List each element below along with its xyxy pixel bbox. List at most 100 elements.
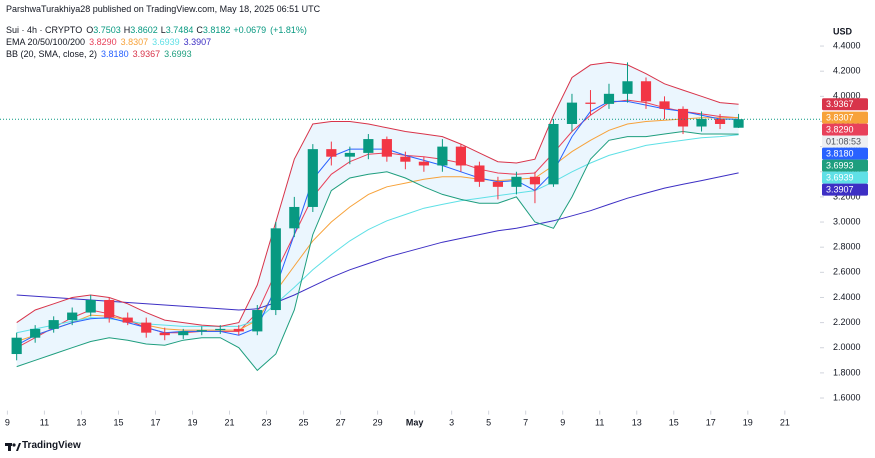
candle-body <box>659 101 670 109</box>
y-tick-label: 2.6000 <box>833 267 861 277</box>
x-tick-label: 11 <box>40 417 49 427</box>
x-tick-label: 29 <box>373 417 383 427</box>
candle-body <box>289 206 300 229</box>
ohlc-item: L3.7484 <box>161 25 194 35</box>
ohlc-value: 3.7503 <box>93 25 121 35</box>
y-tick-label: 1.8000 <box>833 367 861 377</box>
candle-body <box>307 149 318 207</box>
price-tag <box>822 98 868 111</box>
candle-body <box>437 146 448 166</box>
candle-body <box>215 328 226 331</box>
y-tick-label: 2.4000 <box>833 292 861 302</box>
indicator-value: 3.8290 <box>89 37 117 47</box>
x-tick-label: 21 <box>780 417 790 427</box>
indicator-value: 3.3907 <box>183 37 212 47</box>
x-tick-label: 19 <box>743 417 753 427</box>
candle-body <box>511 176 522 187</box>
indicator-value: 3.6939 <box>152 37 180 47</box>
ohlc-item: H3.8602 <box>124 25 158 35</box>
ohlc-item: C3.8182 <box>196 25 230 35</box>
x-tick-label: 9 <box>560 417 565 427</box>
y-tick-label: 2.8000 <box>833 242 861 252</box>
x-tick-label: 23 <box>262 417 272 427</box>
x-tick-label: 15 <box>113 417 123 427</box>
indicator-value: 3.9367 <box>132 49 161 59</box>
brand: TradingView <box>22 440 81 451</box>
price-tag <box>822 147 868 160</box>
ohlc-key: C <box>196 25 203 35</box>
x-tick-label: 21 <box>225 417 235 427</box>
price-tag <box>822 171 868 184</box>
x-tick-label: 9 <box>5 417 10 427</box>
change-pct: (+1.81%) <box>270 25 307 35</box>
candle-body <box>30 328 41 338</box>
price-tag <box>822 135 868 148</box>
candle-body <box>141 322 152 333</box>
ohlc-value: 3.8602 <box>130 25 158 35</box>
ohlc-item: O3.7503 <box>86 25 121 35</box>
price-tag-label: 3.6993 <box>826 160 854 170</box>
ema-legend: EMA 20/50/100/200 3.8290 3.8307 3.6939 3.390… <box>6 36 215 48</box>
x-tick-label: 13 <box>632 417 642 427</box>
x-tick-label: 3 <box>449 417 454 427</box>
band-fill <box>16 62 739 371</box>
candle-body <box>159 332 170 336</box>
candle-body <box>85 299 96 313</box>
candle-body <box>585 102 596 104</box>
candle-body <box>381 139 392 157</box>
indicator-line <box>16 100 739 346</box>
candle-body <box>714 118 726 124</box>
candle-body <box>233 328 244 332</box>
x-tick-label: 27 <box>336 417 346 427</box>
candle-body <box>640 81 652 102</box>
candle-body <box>474 165 485 182</box>
y-tick-label: 2.2000 <box>833 317 861 327</box>
symbol: Sui · 4h · CRYPTO <box>6 25 83 35</box>
attribution: ParshwaTurakhiya28 published on TradingV… <box>6 4 321 14</box>
indicator-line <box>16 61 739 327</box>
currency: USD <box>833 26 853 36</box>
indicator-name: BB (20, SMA, close, 2) <box>6 49 98 59</box>
x-tick-label: 19 <box>187 417 197 427</box>
ohlc-key: O <box>86 25 94 35</box>
candle-body <box>529 176 541 185</box>
x-tick-label: 25 <box>299 417 309 427</box>
candle-body <box>677 108 689 127</box>
price-tag-label: 3.3907 <box>826 184 854 194</box>
candle-body <box>455 146 466 166</box>
candle-body <box>603 93 615 104</box>
y-tick-label: 3.0000 <box>833 216 861 226</box>
candle-body <box>178 331 189 336</box>
price-tag <box>822 159 868 172</box>
brand-logo <box>5 443 21 451</box>
indicator-value: 3.8307 <box>120 37 149 47</box>
y-tick-label: 1.6000 <box>833 392 861 402</box>
x-tick-label: 11 <box>595 417 604 427</box>
candle-body <box>48 320 59 329</box>
candle-body <box>400 156 411 162</box>
candle-body <box>622 81 633 94</box>
candle-body <box>492 181 504 187</box>
y-tick-label: 2.0000 <box>833 342 861 352</box>
price-tag-label: 3.9367 <box>826 99 854 109</box>
x-tick-label: 17 <box>150 417 160 427</box>
y-tick-label: 4.4000 <box>833 40 861 50</box>
price-tag <box>822 111 868 124</box>
indicator-line <box>16 130 739 372</box>
change: +0.0679 <box>233 25 267 35</box>
price-tag-label: 3.6939 <box>826 172 854 182</box>
candle-body <box>11 337 22 355</box>
price-tag <box>822 183 868 196</box>
candle-body <box>104 299 115 318</box>
ohlc-legend: Sui · 4h · CRYPTO O3.7503 H3.8602 L3.7484 C3… <box>6 24 311 36</box>
indicator-value: 3.8180 <box>101 49 129 59</box>
ohlc-value: 3.8182 <box>202 25 231 35</box>
price-tag-label: 01:08:53 <box>826 136 861 146</box>
candle-body <box>363 139 374 153</box>
ohlc-key: L <box>160 25 166 35</box>
candle-body <box>733 119 744 128</box>
price-tag-label: 3.8290 <box>826 124 854 134</box>
candle-body <box>270 228 281 311</box>
candle-body <box>67 312 78 321</box>
